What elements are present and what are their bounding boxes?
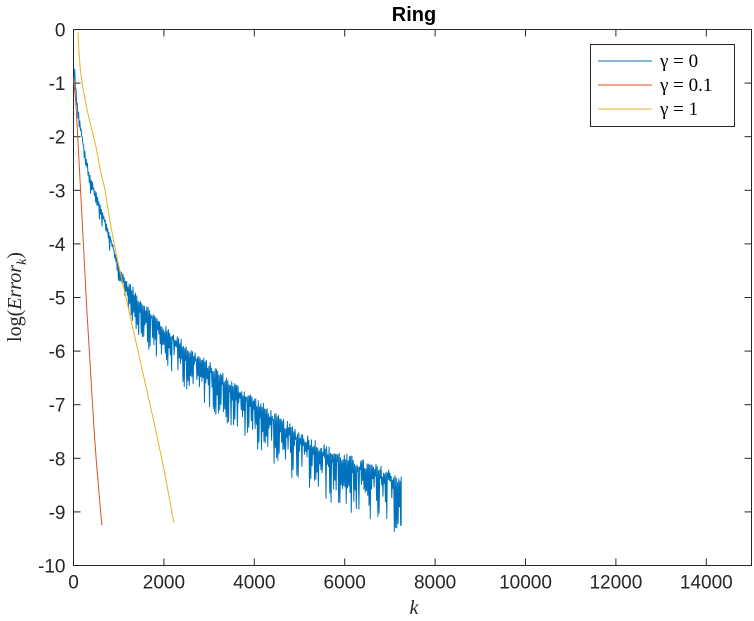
legend-label-2: γ = 1	[659, 99, 698, 120]
x-tick-label: 6000	[324, 573, 366, 594]
x-tick-label: 8000	[414, 573, 456, 594]
y-tick-label: -4	[49, 235, 66, 256]
legend: γ = 0 γ = 0.1 γ = 1	[590, 44, 735, 127]
series-line-2	[77, 32, 175, 523]
series-layer	[73, 32, 402, 533]
y-tick-label: -5	[49, 289, 66, 310]
axis-ticks: 0 2000 4000 6000 8000 10000 12000 14000 0 -1 -2 -3 -…	[38, 21, 752, 594]
legend-label-1: γ = 0.1	[659, 75, 712, 96]
series-line-1	[73, 77, 103, 526]
y-axis-label-close: )	[4, 252, 26, 259]
x-axis-label: k	[410, 597, 420, 619]
series-line-0	[73, 68, 402, 533]
y-tick-label: -8	[49, 449, 66, 470]
legend-label-0: γ = 0	[659, 51, 698, 72]
x-tick-label: 2000	[143, 573, 185, 594]
y-tick-label: -9	[49, 503, 66, 524]
x-tick-label: 12000	[589, 573, 642, 594]
y-tick-label: -6	[49, 342, 66, 363]
x-tick-label: 0	[68, 573, 79, 594]
y-axis-label: log(Errork)	[4, 252, 30, 342]
y-tick-label: -1	[49, 74, 66, 95]
y-axis-label-subscript: k	[15, 258, 30, 265]
y-tick-label: -3	[49, 181, 66, 202]
y-axis-label-error: Error	[4, 265, 26, 311]
y-tick-label: -10	[38, 557, 65, 578]
x-tick-label: 10000	[499, 573, 552, 594]
y-axis-label-log: log(	[4, 309, 26, 342]
x-tick-label: 14000	[680, 573, 733, 594]
y-tick-label: -2	[49, 128, 66, 149]
chart-title: Ring	[392, 4, 436, 26]
y-tick-label: 0	[55, 21, 66, 42]
y-tick-label: -7	[49, 396, 66, 417]
x-tick-label: 4000	[233, 573, 275, 594]
